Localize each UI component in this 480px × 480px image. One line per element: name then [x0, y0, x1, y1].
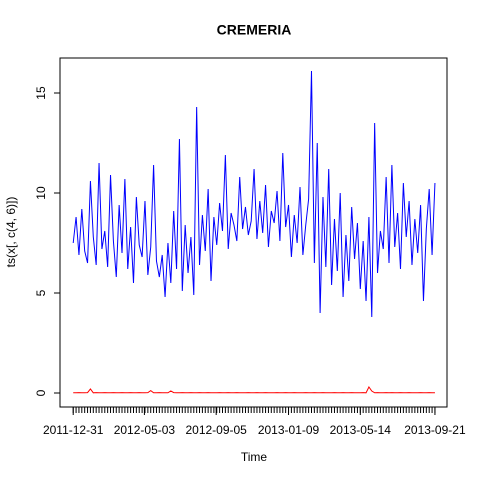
x-tick-label: 2012-05-03 — [114, 423, 176, 437]
y-tick-label: 10 — [34, 186, 48, 200]
chart-title: CREMERIA — [217, 22, 292, 38]
x-tick-label: 2011-12-31 — [43, 423, 104, 437]
x-tick-label: 2013-09-21 — [404, 423, 466, 437]
y-tick-label: 5 — [34, 289, 48, 296]
series-line — [73, 386, 435, 394]
series-line — [72, 70, 436, 318]
y-axis-label: ts(x[, c(4, 6)]) — [4, 197, 18, 268]
x-tick-label: 2013-01-09 — [258, 423, 320, 437]
y-tick-label: 0 — [34, 389, 48, 396]
x-axis-label: Time — [241, 450, 268, 464]
x-tick-label: 2013-05-14 — [330, 423, 392, 437]
y-tick-label: 15 — [34, 86, 48, 100]
x-tick-label: 2012-09-05 — [185, 423, 247, 437]
plot-box — [59, 57, 448, 408]
